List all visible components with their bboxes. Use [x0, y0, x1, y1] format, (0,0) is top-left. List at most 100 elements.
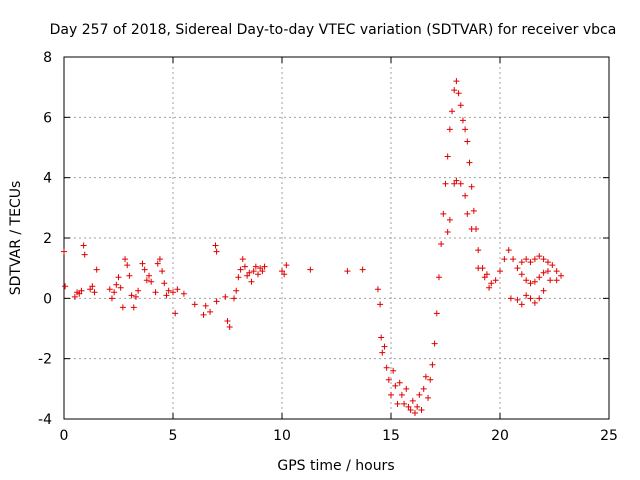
data-point	[388, 391, 394, 398]
y-tick-label: 4	[43, 171, 52, 187]
data-point	[531, 278, 538, 285]
data-point	[124, 262, 131, 269]
data-point	[553, 277, 560, 284]
data-point	[71, 293, 78, 300]
data-point	[307, 266, 314, 273]
data-point	[544, 268, 551, 275]
data-point	[438, 241, 445, 248]
data-point	[233, 287, 240, 294]
data-point	[235, 274, 242, 281]
data-point	[453, 78, 460, 85]
data-point	[91, 289, 98, 296]
data-point	[518, 301, 525, 308]
data-point	[378, 334, 385, 341]
data-point	[213, 248, 220, 255]
data-point	[422, 373, 429, 380]
data-point	[475, 265, 482, 272]
data-point	[464, 210, 471, 217]
data-point	[80, 242, 87, 249]
data-point	[418, 406, 425, 413]
data-point	[122, 256, 129, 263]
data-point	[115, 274, 122, 281]
data-point	[62, 283, 69, 290]
data-point	[497, 268, 503, 275]
data-point	[459, 117, 466, 124]
data-point	[213, 298, 220, 305]
data-point	[396, 379, 403, 386]
data-point	[403, 385, 410, 392]
data-point	[527, 295, 534, 302]
data-point	[540, 287, 547, 294]
data-point	[174, 286, 181, 293]
data-point	[514, 265, 521, 272]
data-point	[212, 242, 219, 249]
x-tick-label: 20	[491, 428, 509, 444]
data-point	[453, 177, 460, 184]
data-point	[202, 302, 209, 309]
y-tick-label: 8	[43, 50, 52, 66]
data-point	[558, 272, 565, 279]
data-point	[407, 406, 414, 413]
data-point	[540, 256, 547, 263]
data-point	[152, 289, 159, 296]
data-point	[483, 271, 490, 278]
data-point	[390, 367, 397, 374]
data-point	[451, 180, 458, 187]
y-tick-label: 2	[43, 231, 52, 247]
data-point	[226, 323, 233, 330]
data-point	[401, 400, 408, 407]
data-point	[455, 90, 462, 97]
data-point	[523, 277, 530, 284]
data-point	[143, 277, 150, 284]
data-point	[442, 180, 449, 187]
data-point	[148, 278, 155, 285]
x-tick-label: 10	[273, 428, 291, 444]
data-point	[377, 301, 384, 308]
data-point	[250, 268, 257, 275]
x-tick-labels: 0 5 10 15 20 25	[60, 428, 618, 444]
data-point	[449, 108, 456, 115]
data-point	[409, 397, 416, 404]
data-point	[191, 301, 198, 308]
data-point	[106, 286, 113, 293]
grid-lines	[64, 57, 609, 419]
data-point	[76, 290, 83, 297]
data-point	[130, 304, 137, 311]
y-tick-label: -4	[38, 412, 52, 428]
data-point	[237, 266, 244, 273]
data-point	[527, 259, 534, 266]
data-point	[255, 271, 262, 278]
data-point	[501, 256, 508, 263]
x-tick-label: 5	[169, 428, 178, 444]
data-point	[481, 274, 488, 281]
data-point	[394, 400, 401, 407]
data-point	[374, 286, 381, 293]
data-point	[111, 289, 118, 296]
data-point	[514, 296, 521, 303]
data-point	[139, 260, 146, 267]
data-point	[93, 266, 100, 273]
data-point	[414, 403, 421, 410]
data-point	[224, 317, 231, 324]
data-point	[383, 364, 390, 371]
data-point	[239, 256, 246, 263]
data-point	[416, 391, 423, 398]
y-tick-labels: -4 -2 0 2 4 6 8	[38, 50, 52, 428]
data-point	[444, 228, 451, 235]
x-axis-label: GPS time / hours	[277, 458, 394, 474]
data-point	[392, 382, 399, 389]
data-point	[440, 210, 447, 217]
data-point	[451, 87, 458, 94]
data-point	[246, 269, 253, 276]
data-point	[411, 409, 418, 416]
data-point	[108, 295, 115, 302]
data-point	[540, 269, 547, 276]
data-point	[132, 293, 139, 300]
y-axis-label: SDTVAR / TECUs	[8, 181, 24, 296]
data-point	[470, 207, 477, 214]
data-point	[420, 385, 427, 392]
data-point	[464, 138, 471, 145]
data-point	[128, 292, 135, 299]
data-point	[81, 251, 88, 258]
